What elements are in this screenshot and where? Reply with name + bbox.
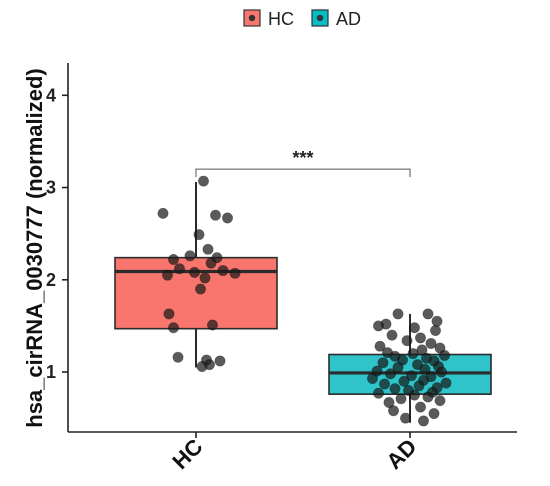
data-point-hc [207, 319, 219, 331]
data-point-ad [378, 378, 390, 390]
data-point-ad [372, 320, 384, 332]
data-point-ad [434, 395, 446, 407]
significance-label: *** [292, 148, 313, 168]
data-point-ad [429, 325, 441, 337]
data-point-hc [202, 243, 214, 255]
data-point-hc [184, 250, 196, 262]
legend-label-hc: HC [268, 9, 294, 29]
data-point-hc [168, 322, 180, 334]
legend: HC AD [243, 9, 361, 29]
data-point-ad [440, 377, 452, 389]
data-point-ad [431, 315, 443, 327]
y-tick-label: 2 [46, 270, 56, 290]
data-point-hc [214, 355, 226, 367]
data-point-ad [398, 375, 410, 387]
data-point-ad [425, 337, 437, 349]
y-ticks: 1 2 3 4 [46, 85, 68, 382]
data-point-ad [389, 383, 401, 395]
data-point-ad [395, 393, 407, 405]
y-tick-label: 1 [46, 362, 56, 382]
data-point-ad [372, 387, 384, 399]
legend-key-hc-dot [248, 14, 256, 22]
box-body [114, 256, 278, 330]
y-axis-title: hsa_cirRNA_0030777 (normalized) [22, 68, 47, 428]
data-point-hc [217, 265, 229, 277]
data-point-ad [414, 332, 426, 344]
data-point-ad [392, 308, 404, 320]
significance-bracket: *** [195, 148, 411, 178]
data-point-ad [419, 363, 431, 375]
data-point-ad [408, 389, 420, 401]
data-point-ad [438, 349, 450, 361]
data-point-ad [405, 370, 417, 382]
x-tick-label-hc: HC [167, 434, 207, 474]
data-point-ad [422, 308, 434, 320]
data-point-ad [374, 340, 386, 352]
significance-line [195, 168, 411, 178]
data-point-hc [168, 253, 180, 265]
data-point-ad [428, 408, 440, 420]
legend-key-ad-dot [316, 14, 324, 22]
points-layer [157, 175, 452, 427]
data-point-ad [417, 415, 429, 427]
data-point-ad [386, 329, 398, 341]
data-point-hc [205, 257, 217, 269]
data-point-ad [383, 396, 395, 408]
data-point-hc [162, 269, 174, 281]
data-point-hc [198, 175, 210, 187]
data-point-hc [193, 229, 205, 241]
data-point-hc [199, 272, 211, 284]
data-point-hc [172, 351, 184, 363]
y-tick-label: 3 [46, 178, 56, 198]
data-point-ad [408, 322, 420, 334]
data-point-ad [387, 405, 399, 417]
data-point-hc [222, 212, 234, 224]
data-point-hc [210, 209, 222, 221]
data-point-ad [392, 361, 404, 373]
y-tick-label: 4 [46, 85, 56, 105]
data-point-ad [422, 391, 434, 403]
data-point-hc [174, 263, 186, 275]
box-hc [114, 182, 278, 368]
data-point-ad [399, 412, 411, 424]
data-point-hc [229, 267, 241, 279]
data-point-hc [163, 308, 175, 320]
x-tick-label-ad: AD [381, 434, 421, 474]
data-point-ad [384, 368, 396, 380]
data-point-hc [196, 361, 208, 373]
data-point-ad [407, 348, 419, 360]
data-point-ad [413, 380, 425, 392]
legend-label-ad: AD [336, 9, 361, 29]
data-point-ad [414, 401, 426, 413]
data-point-ad [401, 335, 413, 347]
data-point-ad [435, 366, 447, 378]
data-point-hc [157, 207, 169, 219]
data-point-hc [189, 266, 201, 278]
x-ticks: HC AD [167, 432, 422, 474]
data-point-ad [366, 372, 378, 384]
data-point-hc [195, 283, 207, 295]
data-point-ad [416, 344, 428, 356]
data-point-ad [377, 357, 389, 369]
